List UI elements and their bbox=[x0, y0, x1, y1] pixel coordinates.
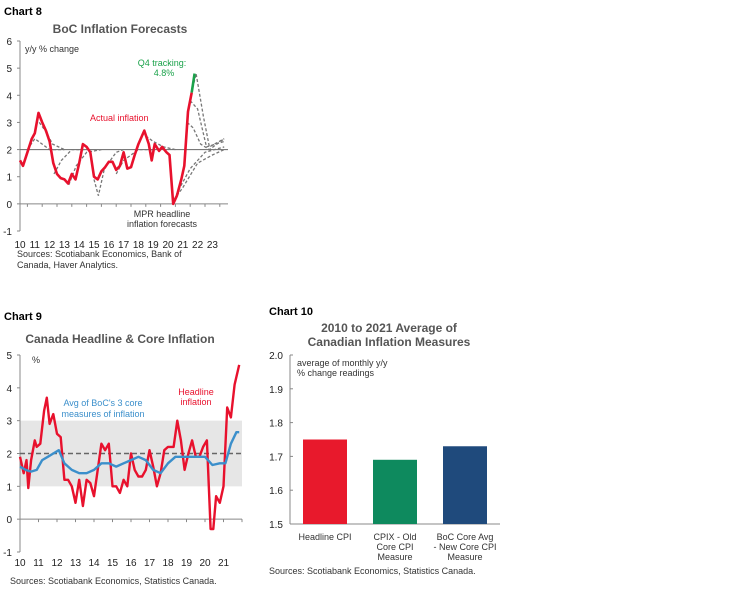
x-tick-label: 18 bbox=[133, 240, 145, 251]
y-tick-label: 0 bbox=[6, 200, 12, 211]
y-tick-label: 1 bbox=[6, 482, 12, 493]
x-tick-label: 12 bbox=[51, 558, 63, 569]
y-tick-label: 1.8 bbox=[269, 419, 283, 430]
category-label: - New Core CPI bbox=[433, 542, 496, 552]
core-label-1: Avg of BoC's 3 core bbox=[63, 398, 142, 408]
y-tick-label: 3 bbox=[6, 417, 12, 428]
forecast-line bbox=[26, 137, 65, 151]
x-tick-label: 21 bbox=[218, 558, 230, 569]
y-tick-label: 1.7 bbox=[269, 452, 283, 463]
x-tick-label: 21 bbox=[177, 240, 189, 251]
chart-8-source-2: Canada, Haver Analytics. bbox=[17, 260, 118, 270]
chart-10-ylabel-1: average of monthly y/y bbox=[297, 358, 388, 368]
x-tick-label: 20 bbox=[199, 558, 211, 569]
chart-10-title-2: Canadian Inflation Measures bbox=[308, 335, 471, 349]
chart-9-ylabel: % bbox=[32, 355, 40, 365]
x-tick-label: 14 bbox=[74, 240, 86, 251]
chart-9-label: Chart 9 bbox=[4, 311, 42, 323]
chart-10-ylabel-2: % change readings bbox=[297, 368, 375, 378]
chart-10-source: Sources: Scotiabank Economics, Statistic… bbox=[269, 566, 476, 576]
y-tick-label: 0 bbox=[6, 515, 12, 526]
chart-9-title: Canada Headline & Core Inflation bbox=[25, 332, 214, 346]
chart-8-ylabel: y/y % change bbox=[25, 44, 79, 54]
category-label: CPIX - Old bbox=[373, 532, 416, 542]
x-tick-label: 20 bbox=[162, 240, 174, 251]
y-tick-label: 2.0 bbox=[269, 351, 283, 362]
y-tick-label: 2 bbox=[6, 450, 12, 461]
x-tick-label: 10 bbox=[14, 240, 26, 251]
series-line-avg-of-boc-s-3-core-measures-of-inflation bbox=[19, 431, 240, 475]
headline-label-2: inflation bbox=[180, 397, 211, 407]
y-tick-label: 6 bbox=[6, 37, 12, 48]
x-tick-label: 10 bbox=[14, 558, 26, 569]
x-tick-label: 13 bbox=[59, 240, 71, 251]
x-tick-label: 17 bbox=[118, 240, 130, 251]
y-tick-label: 1.9 bbox=[269, 385, 283, 396]
series-line-q4-tracking bbox=[190, 73, 196, 93]
chart-10: Chart 10 2010 to 2021 Average of Canadia… bbox=[269, 306, 500, 576]
series-line-actual-inflation bbox=[18, 92, 193, 206]
forecast-line bbox=[93, 148, 124, 196]
x-tick-label: 14 bbox=[88, 558, 100, 569]
bar-1 bbox=[303, 439, 347, 524]
chart-9: Chart 9 Canada Headline & Core Inflation… bbox=[3, 311, 243, 586]
actual-inflation-label: Actual inflation bbox=[90, 113, 149, 123]
x-tick-label: 11 bbox=[30, 240, 41, 251]
x-tick-label: 15 bbox=[107, 558, 119, 569]
y-tick-label: 4 bbox=[6, 384, 12, 395]
y-tick-label: 3 bbox=[6, 118, 12, 129]
chart-8: Chart 8 BoC Inflation Forecasts y/y % ch… bbox=[3, 6, 228, 270]
x-tick-label: 12 bbox=[44, 240, 56, 251]
y-tick-label: -1 bbox=[3, 548, 12, 559]
category-label: BoC Core Avg bbox=[437, 532, 494, 542]
chart-8-title: BoC Inflation Forecasts bbox=[53, 22, 188, 36]
category-label: Headline CPI bbox=[298, 532, 351, 542]
y-tick-label: 5 bbox=[6, 64, 12, 75]
x-tick-label: 11 bbox=[33, 558, 44, 569]
chart-10-label: Chart 10 bbox=[269, 306, 313, 318]
core-label-2: measures of inflation bbox=[61, 409, 144, 419]
x-tick-label: 17 bbox=[144, 558, 156, 569]
x-tick-label: 19 bbox=[181, 558, 193, 569]
y-tick-label: 2 bbox=[6, 146, 12, 157]
tracking-label-2: 4.8% bbox=[154, 68, 175, 78]
tracking-label-1: Q4 tracking: bbox=[138, 58, 187, 68]
chart-8-label: Chart 8 bbox=[4, 6, 42, 18]
x-tick-label: 18 bbox=[162, 558, 174, 569]
forecast-line bbox=[53, 148, 87, 175]
category-label: Measure bbox=[447, 552, 482, 562]
x-tick-label: 13 bbox=[70, 558, 82, 569]
series-line-headline-inflation bbox=[18, 364, 241, 531]
y-tick-label: 1.5 bbox=[269, 520, 283, 531]
bar-3 bbox=[443, 446, 487, 524]
x-tick-label: 15 bbox=[88, 240, 100, 251]
forecast-line bbox=[176, 149, 225, 197]
mpr-label-1: MPR headline bbox=[134, 209, 191, 219]
forecast-line bbox=[171, 146, 225, 205]
mpr-label-2: inflation forecasts bbox=[127, 219, 198, 229]
x-tick-label: 23 bbox=[207, 240, 219, 251]
chart-8-source-1: Sources: Scotiabank Economics, Bank of bbox=[17, 249, 182, 259]
x-tick-label: 22 bbox=[192, 240, 204, 251]
headline-label-1: Headline bbox=[178, 387, 214, 397]
y-tick-label: 4 bbox=[6, 91, 12, 102]
forecast-line bbox=[186, 121, 225, 151]
chart-10-title-1: 2010 to 2021 Average of bbox=[321, 321, 458, 335]
y-tick-label: -1 bbox=[3, 227, 12, 238]
x-tick-label: 16 bbox=[103, 240, 115, 251]
chart-9-source: Sources: Scotiabank Economics, Statistic… bbox=[10, 576, 217, 586]
forecast-line bbox=[145, 135, 176, 151]
bar-2 bbox=[373, 459, 417, 524]
y-tick-label: 1 bbox=[6, 173, 12, 184]
forecast-line bbox=[189, 100, 225, 148]
y-tick-label: 5 bbox=[6, 351, 12, 362]
y-tick-label: 1.6 bbox=[269, 486, 283, 497]
category-label: Measure bbox=[377, 552, 412, 562]
category-label: Core CPI bbox=[376, 542, 413, 552]
x-tick-label: 19 bbox=[148, 240, 160, 251]
x-tick-label: 16 bbox=[125, 558, 137, 569]
